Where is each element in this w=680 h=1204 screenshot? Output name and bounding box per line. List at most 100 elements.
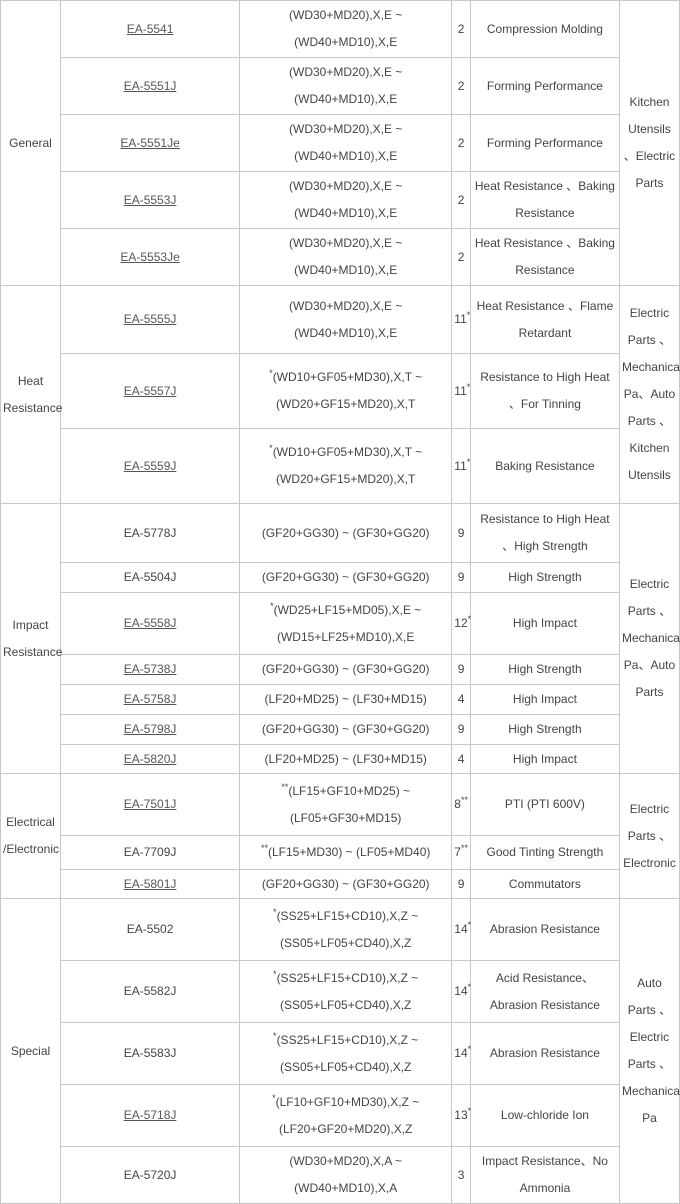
product-link[interactable]: EA-5541	[126, 21, 174, 36]
grade-text: (LF20+MD25) ~ (LF30+MD15)	[264, 751, 427, 766]
table-row: EA-5553J (WD30+MD20),X,E ~ (WD40+MD10),X,E…	[1, 171, 680, 229]
product-code-cell: EA-5553J	[60, 171, 241, 229]
grade-line: (GF20+GG30) ~ (GF30+GG20)	[242, 564, 449, 591]
product-link[interactable]: EA-5553J	[123, 192, 177, 207]
grade-text: (WD40+MD10),X,E	[294, 206, 398, 220]
table-row: EA-5553Je (WD30+MD20),X,E ~ (WD40+MD10),X,…	[1, 228, 680, 286]
grade-line: (LF20+MD25) ~ (LF30+MD15)	[242, 686, 449, 713]
content-cell: 13*	[451, 1084, 471, 1147]
grade-line: (WD40+MD10),X,E	[242, 143, 449, 170]
grade-line: (SS05+LF05+CD40),X,Z	[242, 1054, 449, 1081]
product-link[interactable]: EA-5551J	[123, 78, 177, 93]
content-cell: 9	[451, 562, 471, 593]
grade-line: **(LF15+MD30) ~ (LF05+MD40)	[242, 839, 449, 866]
content-cell: 11*	[451, 428, 471, 504]
content-value: 11	[454, 312, 467, 326]
grade-cell: **(LF15+MD30) ~ (LF05+MD40)	[239, 835, 453, 870]
grade-text: (WD30+MD20),X,E ~	[289, 236, 403, 250]
grade-line: (WD40+MD10),X,E	[242, 200, 449, 227]
product-link[interactable]: EA-5820J	[123, 751, 177, 766]
content-footnote-mark: *	[466, 456, 471, 467]
product-link[interactable]: EA-5738J	[123, 662, 177, 676]
content-cell: 9	[451, 503, 471, 563]
content-cell: 2	[451, 171, 471, 229]
grade-text: (LF10+GF10+MD30),X,Z ~	[275, 1094, 420, 1109]
grade-text: (WD40+MD10),X,E	[294, 35, 398, 49]
grade-cell: (WD30+MD20),X,E ~ (WD40+MD10),X,E	[239, 228, 453, 286]
content-value: 8	[454, 797, 461, 811]
grade-text: (WD40+MD10),X,E	[294, 149, 398, 163]
product-code-cell: EA-5551Je	[60, 114, 241, 172]
grade-footnote-mark: *	[272, 1092, 276, 1103]
content-cell: 14*	[451, 960, 471, 1023]
grade-text: (WD10+GF05+MD30),X,T ~	[272, 445, 423, 459]
grade-line: (GF20+GG30) ~ (GF30+GG20)	[242, 656, 449, 683]
content-value: 11	[454, 383, 467, 398]
content-value: 14	[454, 984, 468, 998]
content-cell: 8**	[451, 773, 471, 836]
product-link[interactable]: EA-5555J	[123, 312, 177, 326]
category-cell: Electrical /Electronic	[0, 773, 62, 899]
category-cell: Impact Resistance	[0, 503, 62, 774]
content-value: 9	[457, 662, 465, 676]
table-row: EA-5551J (WD30+MD20),X,E ~ (WD40+MD10),X,E…	[1, 57, 680, 115]
content-value: 9	[457, 525, 465, 540]
feature-cell: Heat Resistance 、Flame Retardant	[469, 285, 620, 354]
feature-cell: Heat Resistance 、Baking Resistance	[469, 171, 620, 229]
product-link[interactable]: EA-5758J	[123, 692, 177, 706]
product-code-cell: EA-5559J	[60, 428, 241, 504]
feature-cell: Resistance to High Heat 、For Tinning	[469, 353, 620, 429]
product-link[interactable]: EA-7501J	[123, 797, 177, 811]
product-link[interactable]: EA-5551Je	[120, 135, 180, 150]
grade-line: (WD40+MD10),X,A	[242, 1175, 449, 1202]
content-value: 14	[454, 922, 468, 936]
grade-text: (WD40+MD10),X,A	[294, 1181, 398, 1195]
content-footnote-mark: **	[460, 843, 468, 853]
grade-line: (WD30+MD20),X,E ~	[242, 293, 449, 320]
content-cell: 11*	[451, 353, 471, 429]
grade-text: (WD40+MD10),X,E	[294, 92, 398, 106]
grade-cell: (WD30+MD20),X,E ~ (WD40+MD10),X,E	[239, 171, 453, 229]
grade-text: (SS25+LF15+CD10),X,Z ~	[276, 908, 419, 923]
product-code-cell: EA-5551J	[60, 57, 241, 115]
grade-text: (WD30+MD20),X,A ~	[289, 1154, 403, 1168]
grade-line: (WD20+GF15+MD20),X,T	[242, 391, 449, 418]
grade-cell: **(LF15+GF10+MD25) ~ (LF05+GF30+MD15)	[239, 773, 453, 836]
product-code-cell: EA-5502	[60, 898, 241, 961]
product-link[interactable]: EA-5553Je	[120, 249, 180, 264]
category-cell: Heat Resistance	[0, 285, 62, 504]
grade-cell: (WD30+MD20),X,E ~ (WD40+MD10),X,E	[239, 285, 453, 354]
grade-line: (WD30+MD20),X,A ~	[242, 1148, 449, 1175]
grade-cell: (GF20+GG30) ~ (GF30+GG20)	[239, 503, 453, 563]
grade-line: (WD40+MD10),X,E	[242, 86, 449, 113]
product-link[interactable]: EA-5559J	[123, 458, 177, 473]
grade-line: *(WD10+GF05+MD30),X,T ~	[242, 439, 449, 466]
grade-text: (WD30+MD20),X,E ~	[289, 65, 403, 79]
content-value: 2	[457, 249, 465, 264]
content-value: 9	[457, 722, 465, 736]
content-value: 9	[457, 570, 465, 584]
feature-cell: High Strength	[469, 562, 620, 593]
product-link[interactable]: EA-5558J	[123, 616, 177, 630]
feature-cell: Abrasion Resistance	[469, 898, 620, 961]
grade-line: (WD40+MD10),X,E	[242, 257, 449, 284]
grade-line: *(WD25+LF15+MD05),X,E ~	[242, 597, 449, 624]
product-link[interactable]: EA-5798J	[123, 722, 177, 736]
product-link[interactable]: EA-5718J	[123, 1108, 177, 1122]
content-footnote-mark: *	[467, 1044, 472, 1054]
content-cell: 14*	[451, 898, 472, 961]
product-code: EA-5502	[126, 922, 174, 936]
table-row: EA-5582J *(SS25+LF15+CD10),X,Z ~ (SS05+LF0…	[1, 960, 680, 1023]
grade-text: (SS25+LF15+CD10),X,Z ~	[276, 1032, 419, 1047]
table-row: Impact Resistance EA-5778J (GF20+GG30) ~ (…	[0, 503, 680, 774]
product-link[interactable]: EA-5557J	[123, 383, 177, 398]
product-link[interactable]: EA-5801J	[123, 876, 177, 891]
grade-text: (SS05+LF05+CD40),X,Z	[279, 935, 412, 950]
grade-cell: (GF20+GG30) ~ (GF30+GG20)	[239, 714, 453, 745]
grade-line: (GF20+GG30) ~ (GF30+GG20)	[242, 871, 449, 898]
grade-text: (LF20+MD25) ~ (LF30+MD15)	[264, 692, 427, 706]
product-code-cell: EA-7709J	[60, 835, 241, 870]
content-footnote-mark: *	[467, 920, 472, 930]
grade-line: (WD40+MD10),X,E	[242, 29, 449, 56]
